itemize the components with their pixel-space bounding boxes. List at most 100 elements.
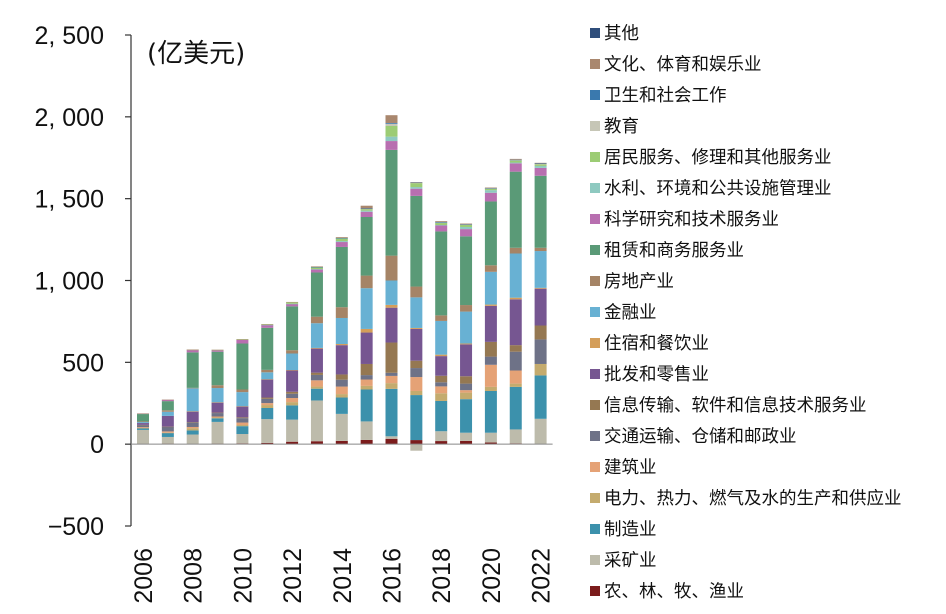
bar-segment [261, 419, 274, 443]
bar-segment [261, 442, 274, 445]
bar-segment [385, 123, 398, 124]
legend-item: 建筑业 [590, 458, 657, 478]
legend-swatch [590, 369, 600, 379]
bar-segment [534, 163, 547, 165]
bar-segment [236, 426, 249, 435]
bar-segment [410, 327, 423, 329]
legend-item: 科学研究和技术服务业 [590, 210, 779, 230]
bar-segment [161, 431, 174, 433]
bar-segment [161, 399, 174, 401]
bar-segment [509, 253, 522, 298]
bar-segment [335, 397, 348, 414]
legend-swatch [590, 59, 600, 69]
bar-segment [435, 400, 448, 432]
bar-segment [385, 342, 398, 373]
legend-swatch [590, 214, 600, 224]
bar-segment [335, 413, 348, 441]
bar-segment [286, 302, 299, 304]
bar-segment [335, 344, 348, 346]
bar-segment [286, 370, 299, 371]
bar-segment [161, 415, 174, 427]
bar-segment [460, 376, 473, 384]
legend-swatch [590, 276, 600, 286]
bar-segment [509, 383, 522, 387]
bar-segment [385, 438, 398, 445]
bar-segment [534, 175, 547, 248]
bar-segment [360, 439, 373, 445]
bar-segment [534, 418, 547, 445]
bar-segment [385, 280, 398, 305]
bar-segment [137, 414, 149, 422]
legend-label: 水利、环境和公共设施管理业 [604, 179, 832, 199]
bar-segment [484, 265, 497, 272]
bar-segment [460, 223, 473, 225]
unit-label: (亿美元) [147, 39, 245, 69]
bar-segment [509, 297, 522, 300]
legend-label: 农、林、牧、渔业 [604, 582, 744, 602]
bar-segment [410, 286, 423, 298]
bar-segment [460, 229, 473, 237]
bar-segment [261, 325, 274, 328]
y-tick-label: 0 [90, 431, 104, 459]
bar-segment [335, 440, 348, 445]
bar-segment [310, 269, 323, 273]
bar-segment [385, 136, 398, 142]
bar-segment [186, 388, 199, 412]
bar-segment [410, 182, 423, 184]
bar-segment [310, 267, 323, 268]
bar-segment [211, 402, 224, 403]
x-tick-label: 2016 [379, 548, 407, 604]
bar-segment [484, 390, 497, 433]
bar-segment [236, 389, 249, 393]
bar-segment [360, 328, 373, 333]
bar-segment [534, 167, 547, 176]
bar-segment [460, 399, 473, 433]
y-tick-label: 1, 000 [34, 268, 104, 296]
legend: 其他文化、体育和娱乐业卫生和社会工作教育居民服务、修理和其他服务业水利、环境和公… [590, 24, 902, 602]
bars-group [137, 115, 547, 451]
bar-segment [435, 225, 448, 232]
bar-segment [137, 429, 149, 444]
bar-segment [137, 425, 149, 428]
y-tick-label: 500 [62, 349, 104, 377]
legend-item: 住宿和餐饮业 [590, 334, 709, 354]
bar-segment [310, 380, 323, 387]
bar-segment [335, 379, 348, 387]
bar-segment [211, 385, 224, 389]
bar-segment [509, 370, 522, 384]
bar-segment [484, 305, 497, 342]
bar-segment [385, 255, 398, 281]
bar-segment [310, 348, 323, 373]
bar-segment [261, 327, 274, 370]
bar-segment [186, 411, 199, 423]
bar-segment [261, 324, 274, 326]
bar-segment [161, 411, 174, 416]
bar-segment [410, 328, 423, 361]
x-tick-label: 2006 [130, 548, 158, 604]
bar-segment [435, 393, 448, 401]
bar-segment [335, 241, 348, 243]
bar-segment [460, 236, 473, 306]
bar-segment [286, 303, 299, 305]
bar-segment [460, 343, 473, 345]
bar-segment [360, 375, 373, 380]
bar-segment [509, 160, 522, 163]
bar-segment [286, 301, 299, 303]
bar-segment [484, 271, 497, 305]
bar-segment [460, 432, 473, 441]
bar-segment [335, 307, 348, 318]
legend-label: 文化、体育和娱乐业 [604, 55, 762, 75]
bar-segment [385, 388, 398, 437]
bar-segment [261, 369, 274, 373]
bar-segment [286, 391, 299, 394]
bar-segment [310, 267, 323, 270]
x-tick-label: 2022 [528, 548, 556, 604]
bar-segment [435, 386, 448, 394]
bar-segment [385, 115, 398, 124]
bar-segment [385, 436, 398, 439]
legend-swatch [590, 338, 600, 348]
bar-segment [310, 323, 323, 348]
x-tick-label: 2012 [279, 548, 307, 604]
y-tick-label: 1, 500 [34, 186, 104, 214]
bar-segment [335, 374, 348, 380]
